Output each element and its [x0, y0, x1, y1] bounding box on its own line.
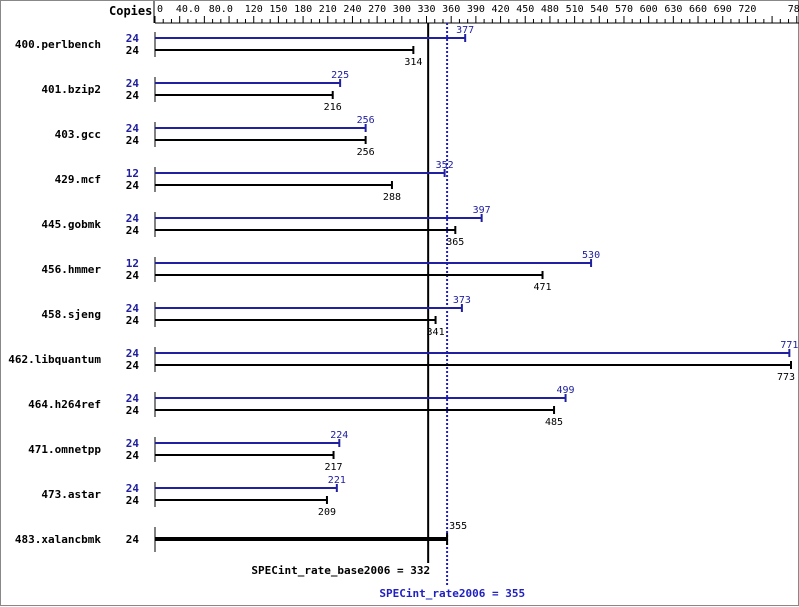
peak-value: 377 — [456, 25, 474, 36]
tick-label: 660 — [689, 4, 707, 15]
peak-copies: 24 — [126, 437, 140, 450]
benchmark-label: 429.mcf — [55, 173, 101, 186]
tick-label: 300 — [393, 4, 411, 15]
tick-label: 780 — [788, 4, 799, 15]
base-ref-label: SPECint_rate_base2006 = 332 — [251, 564, 430, 577]
peak-value: 224 — [330, 430, 348, 441]
tick-label: 240 — [343, 4, 361, 15]
base-value: 341 — [427, 327, 445, 338]
tick-label: 40.0 — [176, 4, 200, 15]
peak-value: 397 — [473, 205, 491, 216]
benchmark-label: 462.libquantum — [8, 353, 101, 366]
base-copies: 24 — [126, 533, 140, 546]
tick-label: 80.0 — [209, 4, 233, 15]
tick-label: 180 — [294, 4, 312, 15]
peak-copies: 24 — [126, 482, 140, 495]
tick-label: 720 — [738, 4, 756, 15]
tick-label: 270 — [368, 4, 386, 15]
peak-copies: 24 — [126, 392, 140, 405]
peak-copies: 24 — [126, 32, 140, 45]
tick-label: 330 — [417, 4, 435, 15]
peak-ref-label: SPECint_rate2006 = 355 — [379, 587, 525, 600]
peak-copies: 24 — [126, 347, 140, 360]
base-value: 217 — [325, 462, 343, 473]
benchmark-label: 464.h264ref — [28, 398, 101, 411]
benchmark-label: 403.gcc — [55, 128, 101, 141]
base-value: 485 — [545, 417, 563, 428]
tick-label: 510 — [566, 4, 584, 15]
peak-value: 530 — [582, 250, 600, 261]
tick-label: 450 — [516, 4, 534, 15]
peak-copies: 24 — [126, 122, 140, 135]
peak-value: 256 — [357, 115, 375, 126]
tick-label: 150 — [269, 4, 287, 15]
copies-header: Copies — [109, 4, 152, 18]
peak-value: 771 — [780, 340, 798, 351]
base-copies: 24 — [126, 494, 140, 507]
tick-label: 630 — [664, 4, 682, 15]
base-value: 256 — [357, 147, 375, 158]
tick-label: 420 — [492, 4, 510, 15]
tick-label: 570 — [615, 4, 633, 15]
tick-label: 390 — [467, 4, 485, 15]
base-value: 288 — [383, 192, 401, 203]
benchmark-label: 401.bzip2 — [41, 83, 101, 96]
tick-label: 360 — [442, 4, 460, 15]
benchmark-label: 483.xalancbmk — [15, 533, 101, 546]
base-copies: 24 — [126, 89, 140, 102]
base-value: 355 — [449, 521, 467, 532]
benchmark-label: 458.sjeng — [41, 308, 101, 321]
peak-value: 221 — [328, 475, 346, 486]
peak-copies: 12 — [126, 257, 139, 270]
tick-label: 540 — [590, 4, 608, 15]
peak-value: 499 — [557, 385, 575, 396]
base-value: 314 — [404, 57, 422, 68]
peak-copies: 24 — [126, 302, 140, 315]
base-value: 216 — [324, 102, 342, 113]
peak-value: 225 — [331, 70, 349, 81]
benchmark-label: 473.astar — [41, 488, 101, 501]
tick-label: 0 — [157, 4, 163, 15]
base-copies: 24 — [126, 269, 140, 282]
tick-label: 210 — [319, 4, 337, 15]
base-value: 209 — [318, 507, 336, 518]
base-copies: 24 — [126, 449, 140, 462]
base-copies: 24 — [126, 44, 140, 57]
tick-label: 600 — [640, 4, 658, 15]
base-copies: 24 — [126, 314, 140, 327]
peak-copies: 24 — [126, 212, 140, 225]
peak-value: 373 — [453, 295, 471, 306]
base-value: 471 — [533, 282, 551, 293]
base-copies: 24 — [126, 224, 140, 237]
tick-label: 480 — [541, 4, 559, 15]
peak-copies: 24 — [126, 77, 140, 90]
tick-label: 690 — [714, 4, 732, 15]
base-copies: 24 — [126, 404, 140, 417]
base-value: 365 — [446, 237, 464, 248]
tick-label: 120 — [245, 4, 263, 15]
benchmark-label: 445.gobmk — [41, 218, 101, 231]
peak-copies: 12 — [126, 167, 139, 180]
base-value: 773 — [777, 372, 795, 383]
peak-value: 352 — [436, 160, 454, 171]
benchmark-label: 400.perlbench — [15, 38, 101, 51]
base-copies: 24 — [126, 134, 140, 147]
benchmark-label: 471.omnetpp — [28, 443, 101, 456]
benchmark-label: 456.hmmer — [41, 263, 101, 276]
base-copies: 24 — [126, 359, 140, 372]
base-copies: 24 — [126, 179, 140, 192]
